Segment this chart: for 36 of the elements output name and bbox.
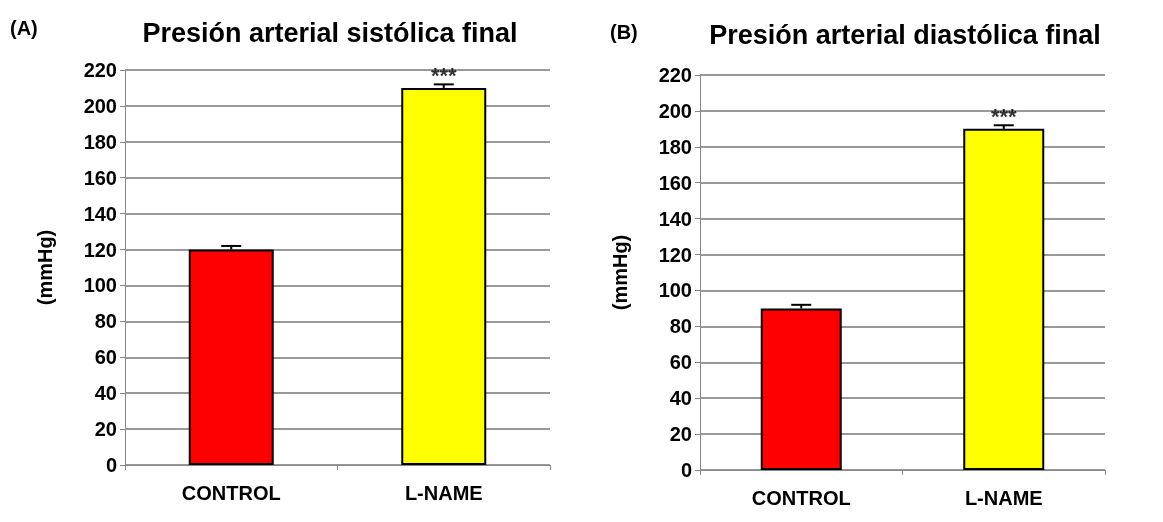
y-tick-label: 20 xyxy=(94,418,117,441)
y-tick-label: 160 xyxy=(83,166,117,189)
y-tick-label: 60 xyxy=(94,346,117,369)
x-tick-label: CONTROL xyxy=(751,487,851,509)
x-tick-label: L-NAME xyxy=(964,487,1043,509)
y-tick-label: 40 xyxy=(669,387,692,410)
y-tick-label: 40 xyxy=(94,382,117,405)
y-tick-label: 220 xyxy=(658,64,692,86)
y-axis-title: (mmHg) xyxy=(609,234,631,311)
annotation: *** xyxy=(430,63,458,89)
text: (A) xyxy=(10,17,38,39)
y-tick-label: 220 xyxy=(83,59,117,81)
y-tick-label: 140 xyxy=(658,207,692,230)
y-tick-label: 60 xyxy=(669,351,692,374)
y-tick-label: 80 xyxy=(94,310,117,333)
text: (B) xyxy=(610,21,638,43)
y-tick-label: 200 xyxy=(658,99,692,122)
y-tick-label: 0 xyxy=(680,459,692,481)
chart-title: Presión arterial sistólica final xyxy=(142,17,518,48)
y-tick-label: 180 xyxy=(658,135,692,158)
y-tick-label: 160 xyxy=(658,171,692,194)
x-tick-label: L-NAME xyxy=(404,482,483,504)
y-tick-label: 100 xyxy=(658,279,692,302)
y-tick-label: 120 xyxy=(83,238,117,261)
y-tick-label: 100 xyxy=(83,274,117,297)
chart-title: Presión arterial diastólica final xyxy=(709,19,1101,50)
y-axis-title: (mmHg) xyxy=(34,229,56,306)
y-tick-label: 80 xyxy=(669,315,692,338)
y-tick-label: 140 xyxy=(83,202,117,225)
y-tick-label: 200 xyxy=(83,94,117,117)
y-tick-label: 0 xyxy=(105,454,117,476)
x-tick-label: CONTROL xyxy=(181,482,281,504)
annotation: *** xyxy=(990,104,1018,130)
y-tick-label: 120 xyxy=(658,243,692,266)
y-tick-label: 20 xyxy=(669,423,692,446)
y-tick-label: 180 xyxy=(83,130,117,153)
